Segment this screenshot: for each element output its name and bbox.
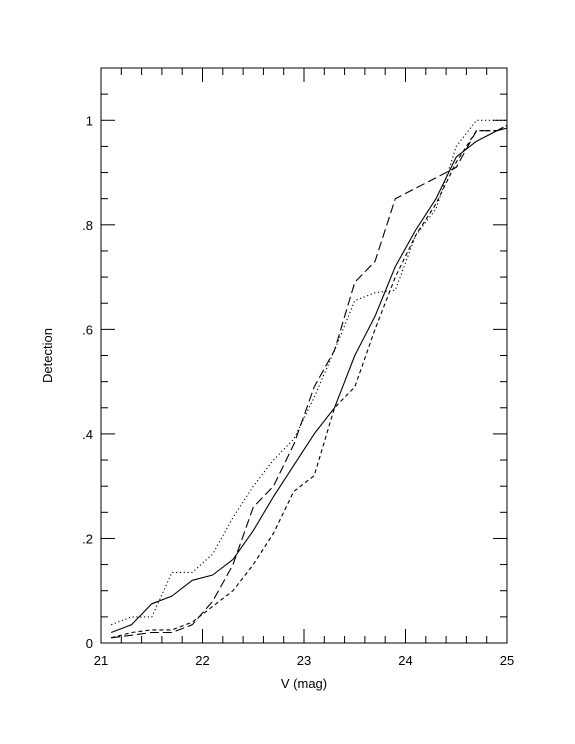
x-axis-label: V (mag) xyxy=(281,676,327,691)
x-tick-label: 22 xyxy=(195,653,209,668)
y-tick-label: 0 xyxy=(86,636,93,651)
y-tick-label: .2 xyxy=(82,531,93,546)
y-axis-label: Detection xyxy=(40,328,55,383)
y-tick-label: .4 xyxy=(82,427,93,442)
x-tick-label: 25 xyxy=(500,653,514,668)
tick-labels-layer: 21 22 23 24 25 0 .2 .4 .6 .8 1 xyxy=(82,113,514,668)
plot-frame xyxy=(100,67,508,644)
series-line-short-dash xyxy=(111,125,508,639)
y-tick-label: .6 xyxy=(82,322,93,337)
series-line-dotted xyxy=(111,119,507,626)
x-tick-label: 24 xyxy=(398,653,412,668)
y-tick-label: .8 xyxy=(82,218,93,233)
x-tick-label: 23 xyxy=(297,653,311,668)
x-tick-label: 21 xyxy=(94,653,108,668)
series-layer xyxy=(111,119,508,639)
y-tick-label: 1 xyxy=(86,113,93,128)
series-line-long-dash xyxy=(111,125,508,639)
ticks-layer xyxy=(100,67,508,644)
series-line-solid xyxy=(111,127,508,634)
